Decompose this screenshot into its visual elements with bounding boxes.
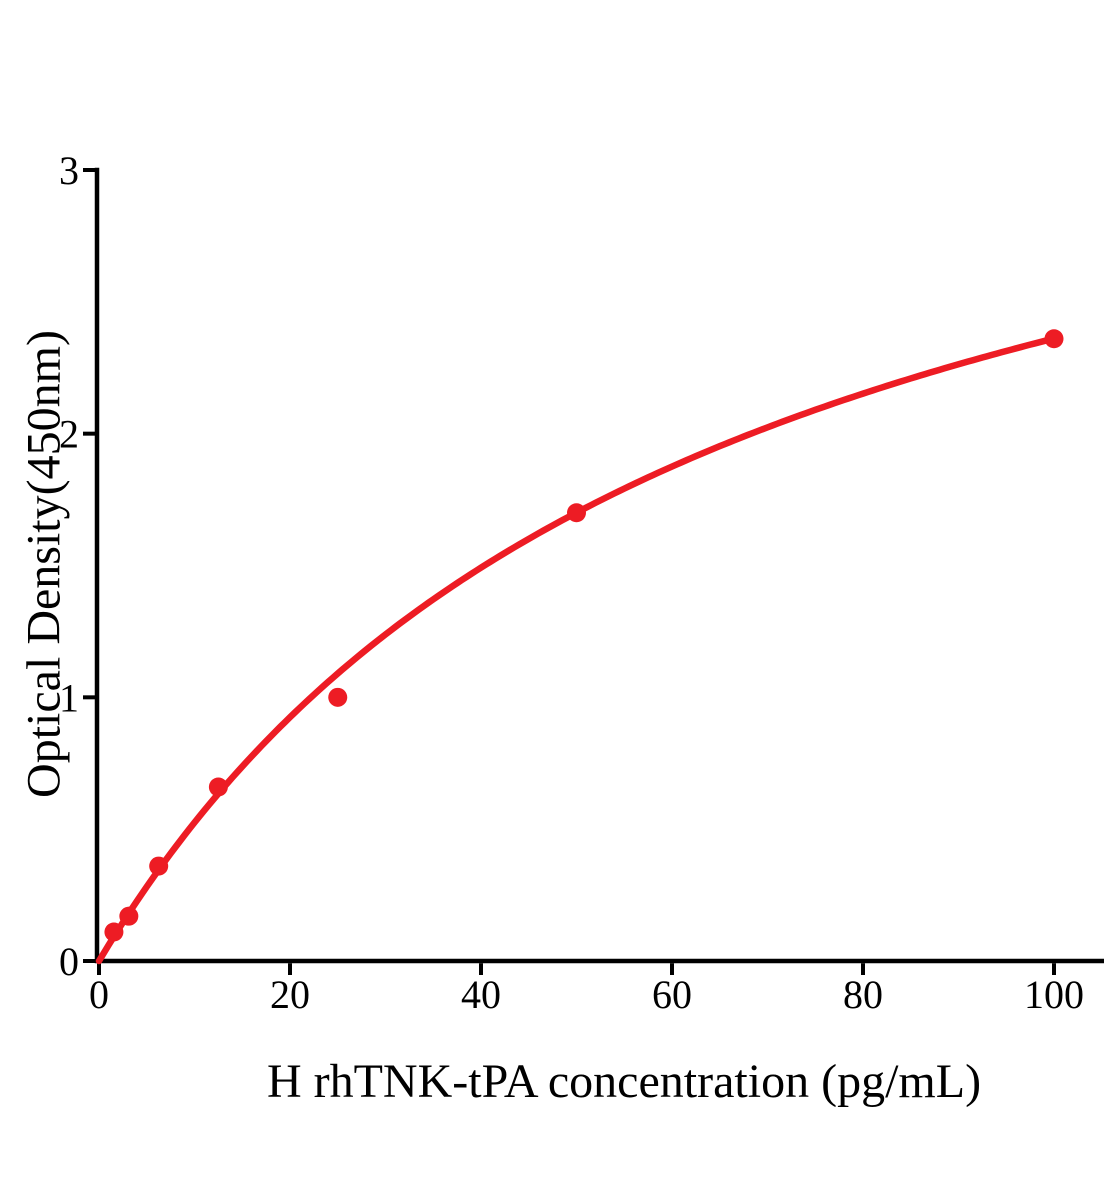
- data-point: [567, 503, 586, 523]
- data-point: [104, 922, 124, 942]
- data-point: [328, 687, 348, 707]
- x-axis-title: H rhTNK-tPA concentration (pg/mL): [266, 1055, 982, 1108]
- x-tick-label: 40: [461, 972, 501, 1017]
- x-tick-label: 60: [652, 972, 692, 1017]
- data-point: [208, 777, 228, 797]
- data-point: [119, 906, 139, 926]
- x-tick-label: 20: [270, 972, 310, 1017]
- y-tick-label: 3: [59, 148, 79, 193]
- standard-curve-line: [95, 335, 1058, 965]
- y-tick-label: 0: [59, 939, 79, 984]
- y-tick-label: 1: [59, 675, 79, 720]
- y-axis-title: Optical Density(450nm): [17, 330, 71, 798]
- data-point: [149, 856, 169, 876]
- x-tick-label: 0: [89, 972, 109, 1017]
- x-tick-label: 80: [843, 972, 883, 1017]
- data-point: [1044, 329, 1064, 349]
- x-tick-label: 100: [1024, 972, 1084, 1017]
- axes-lines: [94, 167, 1104, 964]
- y-tick-label: 2: [59, 412, 79, 457]
